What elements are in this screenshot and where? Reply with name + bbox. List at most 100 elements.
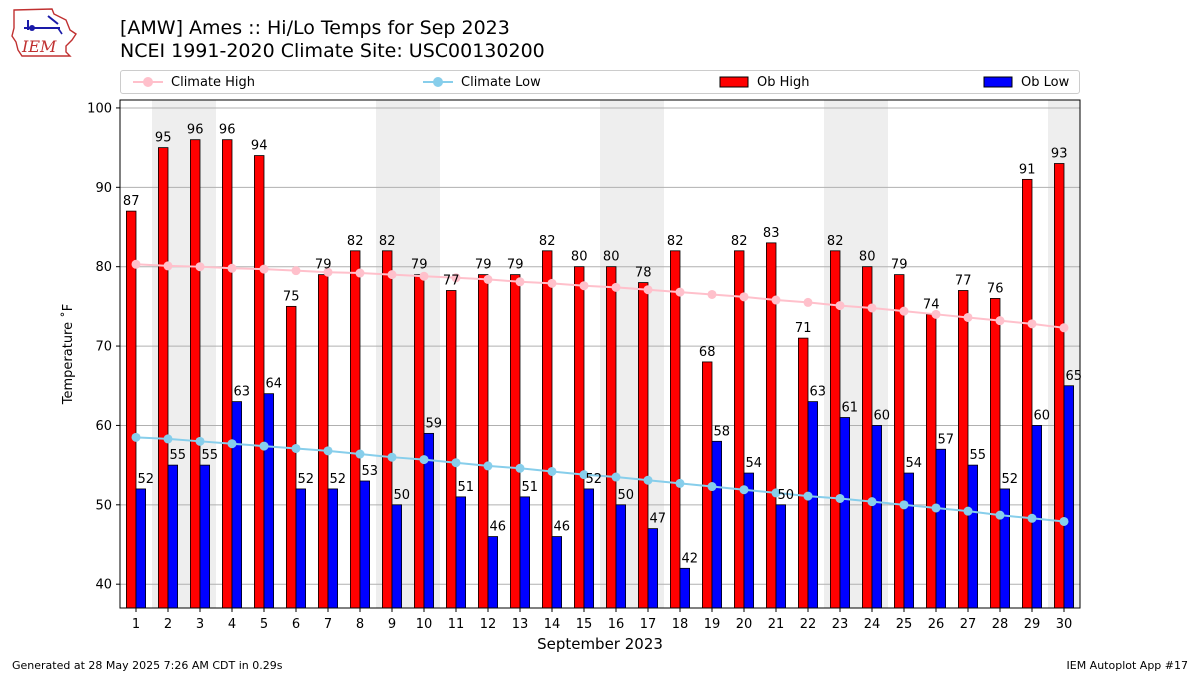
ob-high-label: 79: [411, 258, 428, 273]
climate-low-point: [675, 478, 685, 488]
ob-high-label: 79: [891, 258, 908, 273]
ob-high-bar: [126, 210, 137, 609]
climate-high-point: [419, 271, 429, 281]
x-tick-label: 13: [512, 617, 529, 632]
ob-high-bar: [1054, 163, 1065, 609]
x-tick-label: 25: [896, 617, 913, 632]
ob-low-label: 47: [650, 512, 667, 527]
x-tick-label: 24: [864, 617, 881, 632]
ob-low-bar: [615, 504, 627, 609]
ob-low-bar: [455, 496, 467, 609]
ob-low-label: 55: [970, 448, 987, 463]
y-tick-label: 70: [95, 340, 112, 355]
climate-low-point: [867, 497, 877, 507]
climate-low-point: [451, 458, 461, 468]
x-tick-label: 20: [736, 617, 753, 632]
y-tick-label: 60: [95, 419, 112, 434]
ob-low-bar: [487, 536, 499, 609]
ob-high-label: 77: [443, 274, 460, 289]
ob-low-label: 51: [522, 480, 539, 495]
y-tick-label: 100: [87, 101, 112, 116]
climate-low-point: [1027, 513, 1037, 523]
x-tick-label: 5: [260, 617, 268, 632]
ob-low-bar: [359, 480, 371, 609]
ob-high-label: 82: [379, 234, 396, 249]
x-tick-label: 4: [228, 617, 236, 632]
chart-subtitle: NCEI 1991-2020 Climate Site: USC00130200: [120, 40, 545, 62]
climate-high-point: [131, 259, 141, 269]
climate-low-point: [483, 461, 493, 471]
climate-high-point: [899, 306, 909, 316]
ob-high-label: 82: [347, 234, 364, 249]
ob-low-label: 63: [234, 385, 251, 400]
x-tick-label: 16: [608, 617, 625, 632]
ob-high-bar: [1022, 178, 1033, 609]
x-tick-label: 21: [768, 617, 785, 632]
climate-high-point: [195, 262, 205, 272]
climate-high-point: [579, 281, 589, 291]
climate-low-point: [835, 493, 845, 503]
ob-low-bar: [711, 440, 723, 609]
climate-low-point: [227, 439, 237, 449]
climate-low-point: [515, 463, 525, 473]
ob-low-label: 52: [586, 472, 603, 487]
climate-high-line: [135, 263, 1065, 329]
ob-high-bar: [477, 274, 489, 609]
ob-low-label: 64: [266, 377, 283, 392]
x-tick-label: 23: [832, 617, 849, 632]
ob-high-bar: [509, 274, 521, 609]
x-tick-label: 14: [544, 617, 561, 632]
ob-low-label: 52: [298, 472, 315, 487]
ob-high-label: 80: [571, 250, 588, 265]
climate-low-point: [419, 455, 429, 465]
x-tick-label: 18: [672, 617, 689, 632]
ob-high-bar: [317, 274, 329, 609]
climate-high-point: [259, 264, 269, 274]
legend-line-marker-icon: [423, 77, 453, 87]
legend-item-ob-high: Ob High: [719, 73, 810, 91]
legend-label: Ob High: [757, 74, 810, 90]
climate-high-point: [643, 285, 653, 295]
ob-low-bar: [167, 464, 179, 609]
climate-low-point: [963, 506, 973, 516]
ob-low-label: 53: [362, 464, 379, 479]
y-tick-label: 50: [95, 498, 112, 513]
climate-high-point: [963, 312, 973, 322]
ob-high-label: 95: [155, 131, 172, 146]
ob-low-bar: [231, 401, 243, 609]
climate-low-point: [131, 432, 141, 442]
climate-low-point: [163, 434, 173, 444]
ob-high-label: 79: [507, 258, 524, 273]
ob-high-bar: [189, 139, 201, 609]
ob-low-label: 52: [138, 472, 155, 487]
ob-high-label: 68: [699, 345, 716, 360]
ob-high-bar: [862, 266, 873, 609]
ob-high-bar: [157, 147, 169, 609]
climate-high-point: [611, 282, 621, 292]
ob-high-label: 75: [283, 289, 300, 304]
legend-bar-swatch-icon: [719, 76, 749, 88]
ob-high-bar: [894, 274, 905, 609]
climate-high-point: [323, 267, 333, 277]
climate-high-point: [1027, 319, 1037, 329]
ob-low-label: 54: [906, 456, 923, 471]
ob-low-bar: [327, 488, 339, 609]
climate-low-point: [547, 466, 557, 476]
ob-low-bar: [391, 504, 403, 609]
ob-high-bar: [606, 266, 617, 609]
ob-low-bar: [807, 401, 819, 609]
ob-low-label: 61: [842, 401, 859, 416]
ob-low-label: 46: [554, 520, 571, 535]
ob-low-bar: [647, 528, 659, 609]
ob-low-label: 52: [330, 472, 347, 487]
ob-high-bar: [958, 290, 969, 609]
climate-high-point: [739, 292, 749, 302]
ob-high-label: 93: [1051, 147, 1068, 162]
climate-high-point: [291, 266, 301, 276]
ob-low-label: 58: [714, 424, 731, 439]
x-tick-label: 3: [196, 617, 204, 632]
ob-high-label: 82: [539, 234, 556, 249]
climate-high-point: [771, 295, 781, 305]
ob-high-label: 82: [667, 234, 684, 249]
